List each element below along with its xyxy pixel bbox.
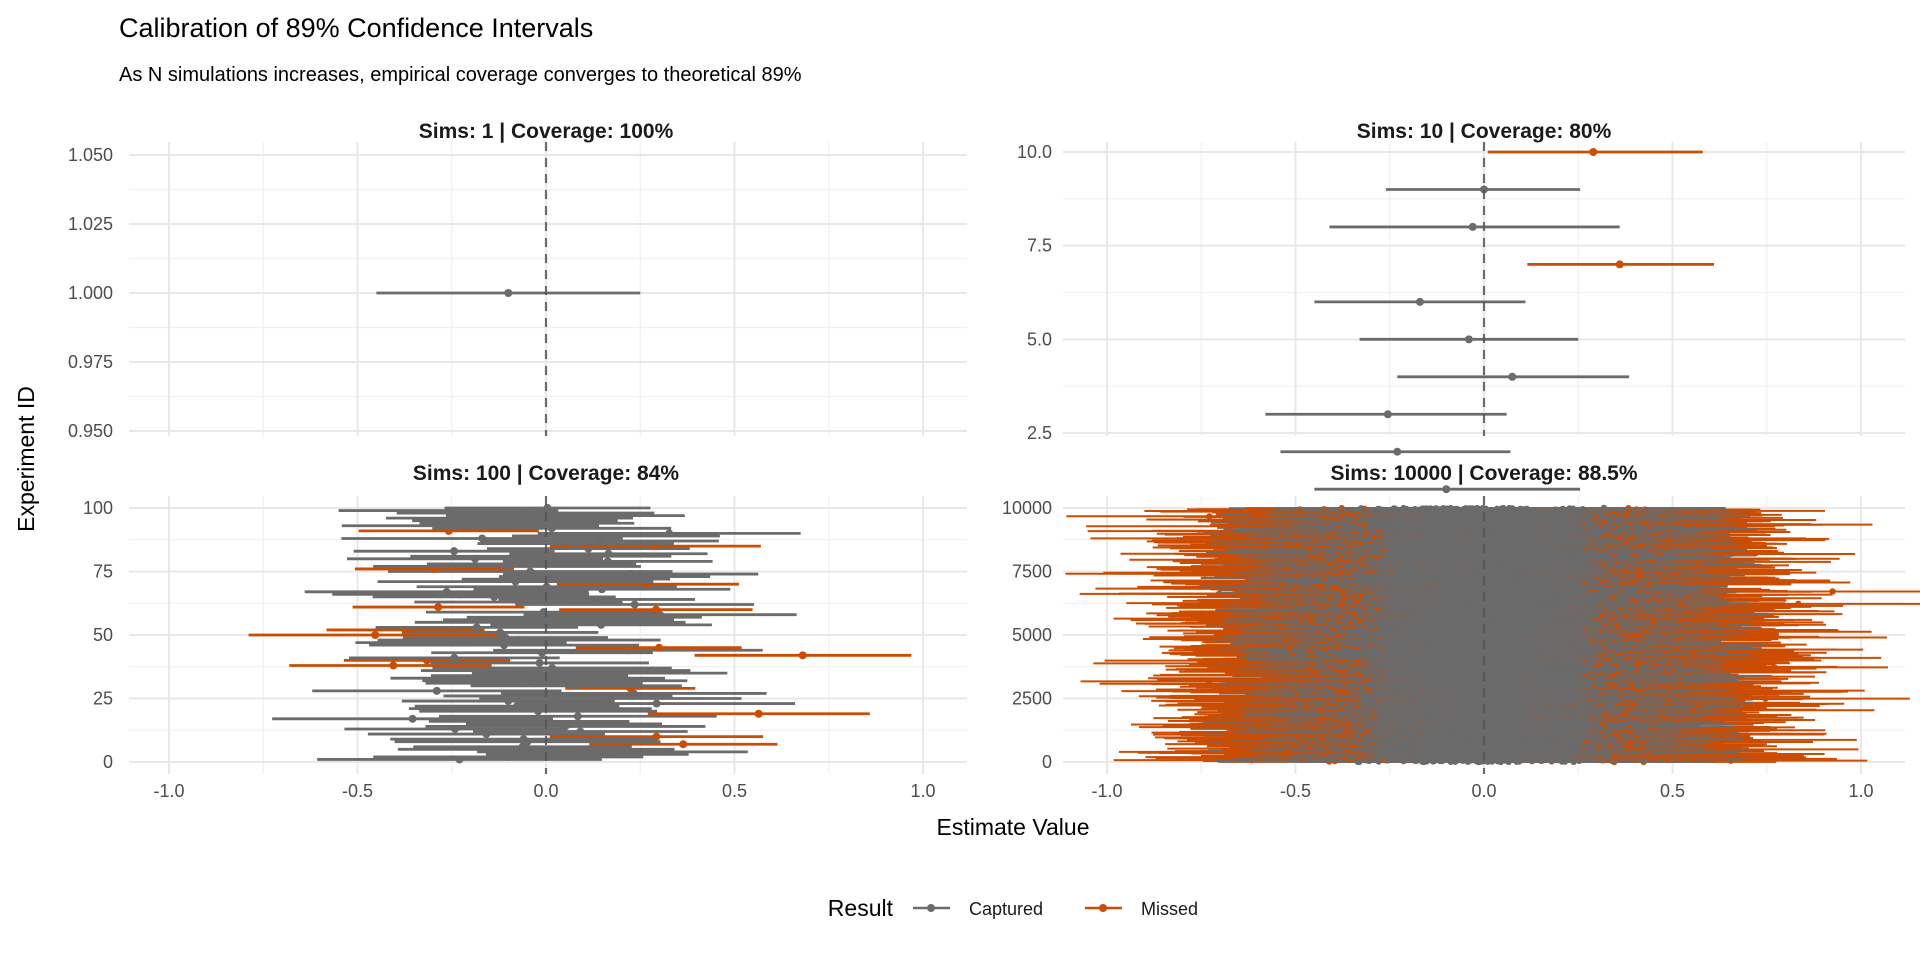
y-tick-label: 2.5 — [1027, 423, 1052, 443]
estimate-point — [1616, 260, 1624, 268]
panel-10000: Sims: 10000 | Coverage: 88.5% 0 2500 5000 75… — [1002, 462, 1920, 801]
y-tick-label: 1.050 — [68, 145, 113, 165]
estimate-point — [536, 659, 544, 667]
chart-title: Calibration of 89% Confidence Intervals — [119, 13, 593, 43]
y-tick-label: 0 — [103, 752, 113, 772]
estimate-point — [371, 631, 379, 639]
chart-subtitle: As N simulations increases, empirical co… — [119, 64, 802, 86]
x-tick-label: 0.0 — [533, 781, 558, 801]
estimate-point — [473, 623, 481, 631]
x-tick-label: -0.5 — [342, 781, 373, 801]
y-tick-label: 1.000 — [68, 283, 113, 303]
y-tick-label: 50 — [93, 625, 113, 645]
estimate-point — [526, 568, 534, 576]
estimate-point — [1465, 335, 1473, 343]
estimate-point — [1469, 223, 1477, 231]
estimate-point — [1384, 410, 1392, 418]
facet-strip-label: Sims: 10 | Coverage: 80% — [1357, 120, 1612, 143]
y-tick-label: 7500 — [1012, 562, 1052, 582]
estimate-point — [655, 644, 663, 652]
interval-marks — [249, 504, 912, 763]
estimate-point — [389, 661, 397, 669]
estimate-point — [520, 735, 528, 743]
x-tick-label: 0.5 — [722, 781, 747, 801]
y-tick-label: 10.0 — [1017, 142, 1052, 162]
estimate-point — [409, 715, 417, 723]
y-tick-label: 0.975 — [68, 352, 113, 372]
estimate-point — [604, 557, 612, 565]
facet-strip-label: Sims: 100 | Coverage: 84% — [413, 462, 679, 485]
estimate-point — [478, 534, 486, 542]
y-tick-label: 5000 — [1012, 625, 1052, 645]
estimate-point — [450, 654, 458, 662]
facet-strip-label: Sims: 10000 | Coverage: 88.5% — [1330, 462, 1637, 485]
y-tick-label: 7.5 — [1027, 236, 1052, 256]
estimate-point — [1416, 298, 1424, 306]
x-tick-label: 0.0 — [1471, 781, 1496, 801]
estimate-point — [574, 712, 582, 720]
y-tick-label: 10000 — [1002, 498, 1052, 518]
x-tick-label: 1.0 — [910, 781, 935, 801]
panel-100: Sims: 100 | Coverage: 84% 0 25 50 75 100 -1.0 -… — [83, 462, 967, 801]
y-tick-label: 100 — [83, 498, 113, 518]
y-tick-label: 2500 — [1012, 689, 1052, 709]
x-tick-label: 0.5 — [1660, 781, 1685, 801]
x-tick-label: -0.5 — [1280, 781, 1311, 801]
estimate-point — [1508, 373, 1516, 381]
y-tick-label: 0.950 — [68, 421, 113, 441]
facet-strip-label: Sims: 1 | Coverage: 100% — [419, 120, 674, 143]
estimate-point — [433, 687, 441, 695]
panel-1: Sims: 1 | Coverage: 100% 0.950 0.975 1.000 1… — [68, 120, 967, 441]
estimate-point — [631, 601, 639, 609]
estimate-point — [543, 504, 551, 512]
estimate-point — [604, 550, 612, 558]
estimate-point — [665, 529, 673, 537]
y-tick-label: 0 — [1042, 752, 1052, 772]
estimate-point — [652, 733, 660, 741]
estimate-point — [1589, 148, 1597, 156]
interval-marks — [1265, 148, 1714, 493]
x-tick-label: -1.0 — [1091, 781, 1122, 801]
estimate-point — [496, 628, 504, 636]
estimate-point — [653, 700, 661, 708]
estimate-point — [548, 664, 556, 672]
estimate-point — [679, 740, 687, 748]
estimate-point — [755, 710, 763, 718]
estimate-point — [576, 728, 584, 736]
interval-marks — [376, 289, 640, 297]
estimate-point — [434, 603, 442, 611]
y-tick-label: 5.0 — [1027, 329, 1052, 349]
estimate-point — [652, 606, 660, 614]
grid — [129, 142, 967, 436]
x-tick-label: -1.0 — [153, 781, 184, 801]
y-tick-label: 1.025 — [68, 214, 113, 234]
x-tick-label: 1.0 — [1848, 781, 1873, 801]
panel-10: Sims: 10 | Coverage: 80% 2.5 5.0 7.5 10.0 — [1017, 120, 1905, 493]
estimate-point — [443, 588, 451, 596]
estimate-point — [1442, 485, 1450, 493]
estimate-point — [450, 547, 458, 555]
y-tick-label: 75 — [93, 562, 113, 582]
estimate-point — [799, 651, 807, 659]
estimate-point — [1393, 448, 1401, 456]
y-tick-label: 25 — [93, 689, 113, 709]
facet-panels: Sims: 1 | Coverage: 100%0.9500.9751.0001… — [68, 120, 1920, 801]
estimate-point — [504, 289, 512, 297]
